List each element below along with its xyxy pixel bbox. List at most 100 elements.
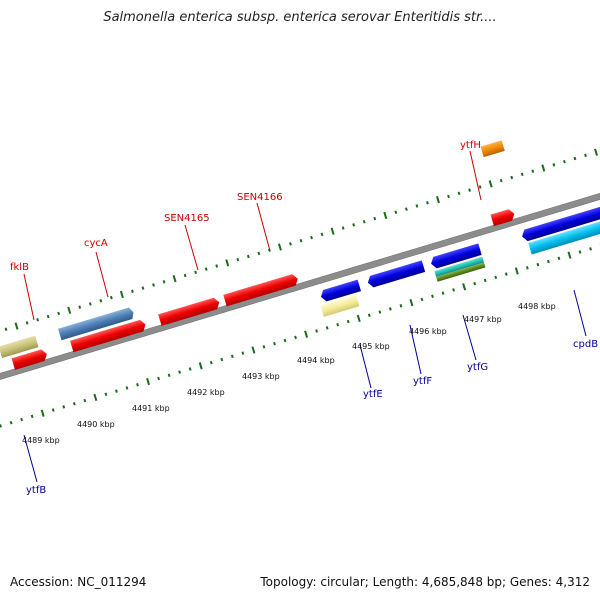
gene-cycA-feature[interactable]	[58, 307, 135, 341]
outer-ring-tick	[183, 273, 187, 278]
outer-ring-tick	[46, 314, 50, 319]
topology-summary: Topology: circular; Length: 4,685,848 bp…	[260, 575, 590, 589]
genome-backbone	[0, 140, 600, 435]
outer-ring-tick	[299, 238, 303, 243]
outer-ring-tick	[573, 156, 577, 161]
inner-ring-tick	[483, 278, 487, 283]
inner-ring-tick	[336, 322, 340, 327]
outer-ring-tick	[488, 180, 493, 188]
inner-ring-tick	[346, 319, 350, 324]
inner-ring-tick	[157, 376, 160, 381]
outer-ring-tick	[246, 254, 250, 259]
gene-label-cpdB[interactable]: cpdB	[573, 339, 598, 350]
map-title: Salmonella enterica subsp. enterica sero…	[103, 10, 497, 25]
inner-ring-tick	[294, 335, 297, 340]
inner-ring-tick	[567, 251, 572, 259]
gene-label-ytfG[interactable]: ytfG	[467, 362, 488, 373]
outer-ring-tick	[99, 299, 103, 303]
inner-ring-tick	[283, 338, 287, 343]
inner-ring-tick	[578, 250, 582, 254]
gene-label-ytfB[interactable]: ytfB	[26, 485, 46, 496]
scale-label-4495: 4495 kbp	[352, 342, 390, 351]
gene-SEN4166-feature[interactable]	[223, 273, 299, 307]
gene-ytfG-olive-feature[interactable]	[436, 262, 486, 282]
gene-label-ytfF[interactable]: ytfF	[413, 376, 432, 387]
outer-ring-tick	[236, 257, 240, 262]
outer-ring-tick	[257, 251, 261, 256]
inner-ring-tick	[51, 408, 55, 412]
gene-ytfH-red-feature[interactable]	[490, 208, 516, 227]
scale-label-4492: 4492 kbp	[187, 388, 225, 397]
gene-ytfG-teal-feature[interactable]	[434, 256, 484, 277]
inner-ring-tick	[125, 386, 129, 390]
gene-ytfF-feature[interactable]	[366, 260, 426, 288]
gene-ytfE-pale-feature[interactable]	[320, 294, 360, 317]
inner-ring-tick	[431, 294, 434, 298]
inner-ring-tick	[198, 362, 203, 370]
scale-label-4489: 4489 kbp	[22, 436, 60, 445]
outer-ring-tick	[499, 178, 503, 183]
inner-ring-tick	[230, 354, 234, 359]
outer-ring-tick	[447, 194, 450, 199]
gene-label-ytfE[interactable]: ytfE	[363, 389, 383, 400]
outer-ring-tick	[225, 259, 230, 267]
accession-text: Accession: NC_011294	[10, 575, 147, 589]
outer-ring-tick	[194, 270, 198, 275]
outer-ring-tick	[78, 305, 82, 309]
gene-cpdB-cyan-feature[interactable]	[528, 218, 600, 255]
outer-ring-tick	[131, 289, 134, 294]
inner-ring-tick	[409, 298, 414, 307]
outer-ring-tick	[352, 223, 356, 227]
inner-ring-tick	[72, 402, 76, 406]
inner-tick-ring	[0, 243, 600, 428]
inner-ring-tick	[462, 283, 467, 291]
gene-fklB-feature[interactable]	[0, 335, 39, 359]
gene-ytfH-feature[interactable]	[480, 140, 505, 158]
outer-ring-tick	[552, 163, 556, 167]
inner-ring-tick	[367, 313, 371, 317]
scale-label-4494: 4494 kbp	[297, 356, 335, 365]
outer-ring-tick	[584, 153, 587, 158]
inner-ring-tick	[9, 420, 13, 425]
inner-ring-tick	[20, 417, 23, 422]
inner-ring-tick	[399, 304, 403, 308]
inner-ring-tick	[557, 256, 561, 261]
scale-label-4496: 4496 kbp	[409, 327, 447, 336]
outer-ring-tick	[457, 191, 461, 196]
inner-ring-tick	[30, 414, 34, 419]
gene-ytfG-feature[interactable]	[429, 243, 482, 269]
gene-label-SEN4165[interactable]: SEN4165	[164, 213, 210, 224]
outer-ring-tick	[341, 226, 345, 230]
gene-cpdB-feature[interactable]	[520, 205, 600, 242]
inner-ring-tick	[262, 345, 266, 349]
gene-ytfE-feature[interactable]	[319, 279, 362, 303]
gene-label-SEN4166[interactable]: SEN4166	[237, 192, 283, 203]
outer-ring-tick	[88, 302, 92, 306]
inner-ring-tick	[273, 341, 276, 346]
inner-ring-tick	[473, 281, 477, 286]
gene-label-cycA[interactable]: cycA	[84, 238, 108, 249]
outer-ring-tick	[152, 283, 155, 287]
outer-ring-tick	[510, 175, 514, 180]
gene-label-fklB[interactable]: fklB	[10, 262, 29, 273]
gene-cycA-red-feature[interactable]	[70, 319, 147, 353]
outer-ring-tick	[436, 195, 440, 204]
outer-ring-tick	[109, 295, 113, 300]
gene-fklB-red-feature[interactable]	[11, 348, 49, 370]
inner-ring-tick	[325, 326, 329, 330]
gene-label-ytfH[interactable]: ytfH	[460, 140, 481, 151]
inner-ring-tick	[188, 367, 192, 371]
inner-ring-tick	[304, 330, 309, 338]
outer-ring-tick	[563, 159, 566, 164]
outer-ring-tick	[25, 321, 29, 325]
inner-ring-tick	[525, 266, 529, 270]
outer-ring-tick	[36, 318, 39, 322]
inner-ring-tick	[388, 307, 392, 311]
inner-ring-tick	[178, 370, 182, 374]
inner-ring-tick	[167, 373, 171, 378]
gene-SEN4165-feature[interactable]	[158, 297, 221, 326]
outer-ring-tick	[119, 290, 124, 299]
inner-ring-tick	[547, 259, 550, 264]
scale-label-4498: 4498 kbp	[518, 302, 556, 311]
inner-ring-tick	[441, 291, 445, 295]
